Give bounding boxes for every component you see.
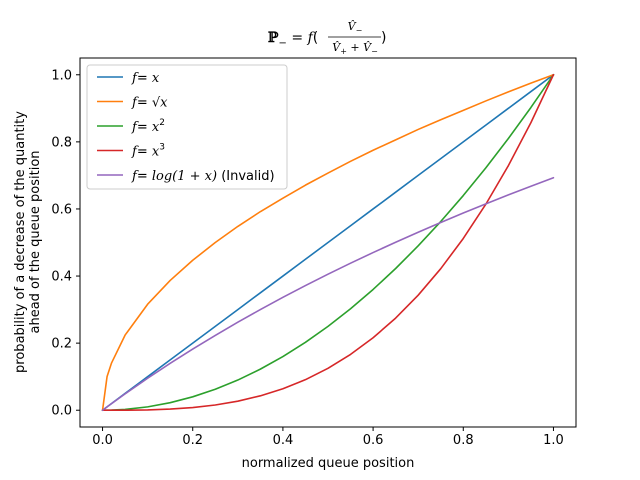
legend-box [86, 64, 288, 190]
y-tick-label: 0.2 [51, 337, 72, 352]
series-line-1 [101, 73, 555, 412]
x-tick-label: 0.0 [92, 433, 113, 448]
y-tick-label: 0.4 [51, 270, 72, 285]
plot-area [79, 57, 577, 428]
series-line-5 [101, 176, 555, 412]
series-line-2 [101, 73, 555, 412]
x-axis-ticks: 0.0 0.2 0.4 0.6 0.8 1.0 [92, 427, 564, 448]
y-axis-ticks: 0.0 0.2 0.4 0.6 0.8 1.0 [51, 68, 80, 419]
legend-label-1: f= x [131, 71, 160, 86]
x-tick-label: 0.8 [453, 433, 474, 448]
legend: f= x f= √x f= x2 f= x3 f= log(1 + x) (Invali… [86, 64, 288, 190]
y-tick-label: 0.8 [51, 135, 72, 150]
x-tick-label: 0.6 [363, 433, 384, 448]
y-axis-label-line-1: probability of a decrease of the quantit… [13, 111, 28, 373]
x-tick-label: 1.0 [543, 433, 564, 448]
chart-title: ℙ− = f( V̂− V̂+ + V̂− ) [268, 20, 386, 56]
svg-text:ℙ− = f(: ℙ− = f( [268, 30, 318, 49]
y-tick-label: 0.0 [51, 404, 72, 419]
series-line-3 [101, 73, 555, 412]
y-tick-label: 1.0 [51, 68, 72, 83]
y-axis-label: probability of a decrease of the quantit… [13, 111, 43, 373]
y-axis-label-line-2: ahead of the queue position [28, 150, 43, 333]
axes-frame [79, 57, 577, 428]
x-axis-label: normalized queue position [242, 456, 415, 471]
legend-label-4: f= x3 [131, 143, 165, 160]
svg-text:): ) [381, 30, 386, 46]
legend-label-3: f= x2 [131, 118, 165, 135]
series-layer [101, 73, 555, 412]
legend-label-2: f= √x [131, 96, 168, 111]
y-tick-label: 0.6 [51, 202, 72, 217]
series-line-4 [101, 73, 555, 412]
svg-text:V̂+ + V̂−: V̂+ + V̂− [332, 41, 378, 56]
legend-label-5: f= log(1 + x) (Invalid) [131, 169, 275, 184]
x-tick-label: 0.4 [273, 433, 294, 448]
x-tick-label: 0.2 [182, 433, 203, 448]
